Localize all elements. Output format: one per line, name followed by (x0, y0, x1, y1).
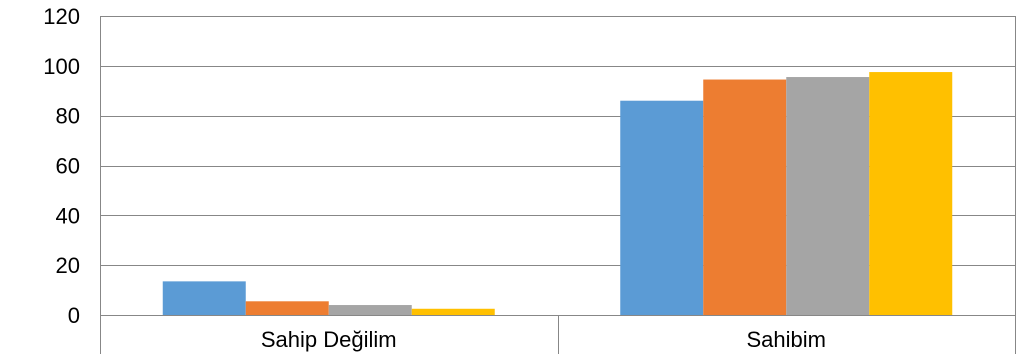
axes (100, 16, 1016, 354)
bar-series1-sahip-degilim (162, 281, 246, 315)
y-tick-label: 60 (56, 154, 80, 179)
bar-series2-sahip-degilim (245, 301, 329, 315)
bar-series4-sahibim (869, 72, 953, 315)
y-tick-label: 0 (68, 303, 80, 328)
y-tick-label: 20 (56, 253, 80, 278)
bar-series1-sahibim (620, 100, 704, 315)
bar-series2-sahibim (703, 79, 787, 315)
y-tick-label: 120 (43, 4, 80, 29)
bar-series4-sahip-degilim (411, 308, 495, 315)
x-axis-category-labels: Sahip Değilim Sahibim (261, 327, 826, 352)
category-label: Sahibim (747, 327, 826, 352)
y-tick-label: 40 (56, 203, 80, 228)
bar-series3-sahibim (786, 77, 870, 315)
bars (162, 72, 953, 315)
y-tick-label: 80 (56, 104, 80, 129)
y-tick-label: 100 (43, 54, 80, 79)
y-axis-tick-labels: 0 20 40 60 80 100 120 (43, 4, 80, 328)
category-label: Sahip Değilim (261, 327, 397, 352)
bar-series3-sahip-degilim (328, 305, 412, 315)
